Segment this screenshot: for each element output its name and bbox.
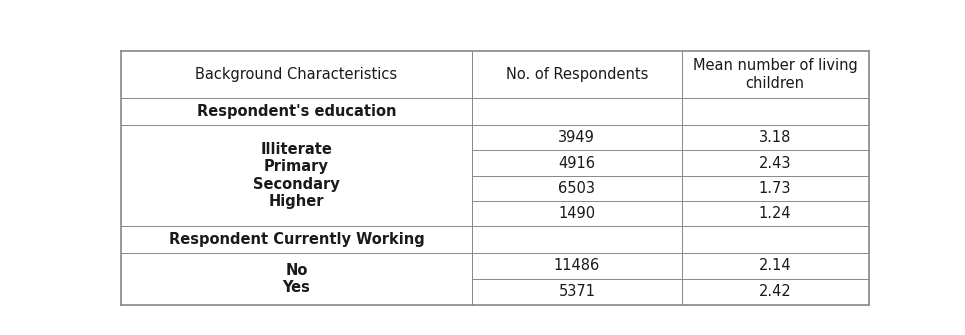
Text: Background Characteristics: Background Characteristics [195, 67, 398, 82]
Text: 6503: 6503 [559, 181, 595, 196]
Text: 2.42: 2.42 [758, 284, 791, 299]
Text: 4916: 4916 [559, 155, 595, 171]
Text: 5371: 5371 [559, 284, 595, 299]
Text: 2.43: 2.43 [758, 155, 791, 171]
Text: Illiterate
Primary
Secondary
Higher: Illiterate Primary Secondary Higher [253, 142, 340, 209]
Text: Mean number of living
children: Mean number of living children [693, 58, 857, 90]
Text: 1490: 1490 [559, 206, 595, 221]
Text: 3.18: 3.18 [758, 130, 791, 145]
Text: 1.24: 1.24 [758, 206, 791, 221]
Text: Respondent's education: Respondent's education [197, 104, 396, 119]
Text: 3949: 3949 [559, 130, 595, 145]
Text: No. of Respondents: No. of Respondents [506, 67, 648, 82]
Text: 1.73: 1.73 [758, 181, 791, 196]
Text: 2.14: 2.14 [758, 258, 791, 273]
Text: Respondent Currently Working: Respondent Currently Working [169, 232, 425, 247]
Text: 11486: 11486 [554, 258, 600, 273]
Text: No
Yes: No Yes [283, 263, 311, 295]
